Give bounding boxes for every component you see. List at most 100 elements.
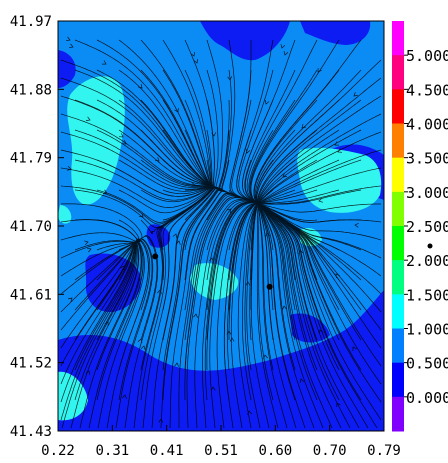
streamline-arrow [137,338,143,343]
streamline-arrow [353,92,358,97]
streamline-arrow [227,208,232,213]
colorbar-segment [392,328,404,364]
streamline-arrow [229,337,235,342]
streamline-arrow [352,346,357,352]
colorbar-segment [392,191,404,227]
streamline-arrow [298,249,304,254]
streamline-arrow [121,140,127,145]
colorbar-label: 2.500 [406,218,448,236]
y-tick-label: 41.79 [10,151,52,167]
streamline-arrow [299,378,305,383]
colorbar-segment [392,294,404,329]
streamline-arrow [227,76,233,81]
streamline-arrow [211,132,217,137]
streamline-arrow [354,222,359,228]
high-region-left-mid [58,205,72,224]
streamline-arrow [84,240,89,246]
colorbar-segment [392,396,404,432]
streamline-arrow [226,330,232,335]
y-tick-label: 41.61 [10,287,52,303]
streamline-arrow [87,247,92,253]
streamline-arrow [174,362,180,367]
streamline-arrow [157,289,162,294]
streamline-arrow [318,197,323,203]
low-region-top-center [200,21,290,61]
streamline-arrow [85,116,91,121]
x-tick-label: 0.31 [95,443,129,459]
colorbar-label: 1.000 [406,321,448,339]
high-region-left [67,76,125,205]
plot-area [58,21,384,431]
streamline-arrow [283,51,289,56]
streamline-arrow [265,232,271,237]
streamline-arrow [301,124,306,129]
colorbar: 5.000 4.500 4.000 3.500 3.000 2.500 2.000 1.500… [392,21,448,432]
streamline-arrow [158,418,164,423]
streamline-arrow [209,257,214,262]
streamline-arrow [120,265,125,271]
high-region-right [297,147,382,213]
streamline-arrow [68,297,73,302]
streamline-arrow [337,148,343,153]
streamline-arrow [334,141,340,146]
colorbar-segment [392,21,404,56]
streamline-arrow [282,173,288,178]
streamline-arrow [103,189,108,195]
streamline-arrow [336,402,341,408]
x-tick-label: 0.79 [367,443,401,459]
x-tick-label: 0.70 [313,443,347,459]
colorbar-dot [427,243,433,249]
streamline-arrow [85,370,91,375]
streamline-arrow [247,410,252,415]
streamline-arrow [104,321,109,327]
streamline-arrow [263,354,268,359]
colorbar-label: 3.000 [406,184,448,202]
colorbar-label: 0.000 [406,389,448,407]
colorbar-label: 1.500 [406,286,448,304]
high-region-bottom-left [58,371,88,421]
x-axis: 0.22 0.31 0.41 0.51 0.60 0.70 0.79 [41,425,401,459]
streamline-arrow [191,182,196,188]
colorbar-segment [392,226,404,261]
streamline-arrow [118,133,124,138]
high-value-regions [58,76,382,421]
y-tick-label: 41.97 [10,14,52,30]
x-tick-label: 0.22 [41,443,75,459]
streamline-arrow [193,59,199,64]
streamline-arrow [67,166,72,171]
streamline-arrow [317,67,322,73]
markers [152,253,273,290]
streamline-arrow [139,213,144,218]
streamline-arrow [66,36,71,42]
streamline-arrow [193,313,198,318]
low-region-left-mid [85,253,141,313]
x-tick-label: 0.60 [258,443,292,459]
colorbar-segment [392,260,404,295]
colorbar-segment [392,55,404,90]
colorbar-segment [392,362,404,398]
streamline-arrow [155,157,160,162]
streamline-arrow [210,386,216,391]
streamline-arrow [318,329,324,334]
colorbar-segment [392,89,404,124]
streamline-arrow [138,84,143,89]
streamlines [60,36,382,429]
colorbar-label: 3.500 [406,150,448,168]
streamline-arrow [264,100,270,105]
y-tick-label: 41.70 [10,219,52,235]
y-tick-label: 41.88 [10,82,52,98]
colorbar-label: 2.000 [406,252,448,270]
colorbar-label: 4.500 [406,81,448,99]
x-tick-label: 0.41 [150,443,184,459]
streamline-arrow [174,107,179,113]
streamline-arrow [282,305,287,310]
colorbar-segment [392,157,404,193]
streamline-arrow [172,233,178,238]
streamline-arrow [140,345,146,350]
y-axis: 41.97 41.88 41.79 41.70 41.61 41.52 41.43 [10,14,64,440]
y-tick-label: 41.43 [10,424,52,440]
streamline-arrow [69,43,74,49]
streamline-arrow [280,44,286,49]
streamline-arrow [101,60,107,65]
